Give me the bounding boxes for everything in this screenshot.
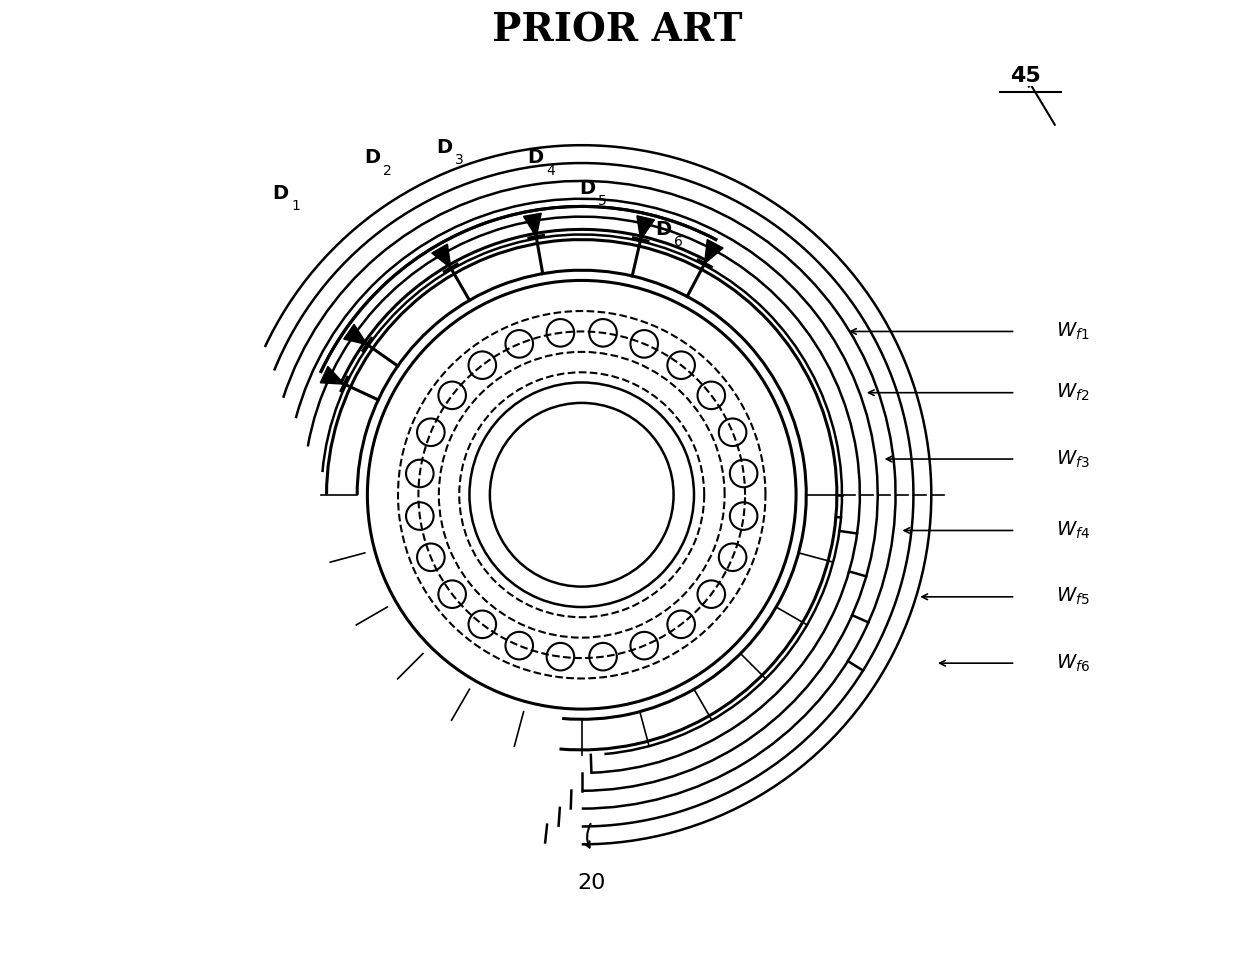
- Text: $W_{f1}$: $W_{f1}$: [1056, 321, 1090, 342]
- Text: $W_{f6}$: $W_{f6}$: [1056, 653, 1090, 674]
- Text: D: D: [436, 138, 453, 158]
- Text: D: D: [655, 220, 671, 239]
- Text: $W_{f4}$: $W_{f4}$: [1056, 520, 1090, 541]
- Text: $W_{f3}$: $W_{f3}$: [1056, 449, 1090, 470]
- Text: $W_{f5}$: $W_{f5}$: [1056, 586, 1090, 607]
- Polygon shape: [704, 239, 723, 263]
- Text: $W_{f2}$: $W_{f2}$: [1056, 382, 1090, 404]
- Text: D: D: [579, 179, 595, 198]
- Text: 1: 1: [291, 200, 300, 213]
- Polygon shape: [637, 216, 655, 239]
- Polygon shape: [432, 244, 451, 268]
- Text: D: D: [528, 148, 544, 167]
- Text: 2: 2: [383, 163, 392, 178]
- Text: 4: 4: [547, 163, 556, 178]
- Text: 5: 5: [598, 194, 606, 209]
- Text: 20: 20: [578, 873, 606, 893]
- Text: 45: 45: [1011, 66, 1042, 86]
- Text: PRIOR ART: PRIOR ART: [492, 12, 743, 49]
- Polygon shape: [343, 325, 367, 345]
- Polygon shape: [523, 213, 541, 237]
- Polygon shape: [320, 366, 345, 384]
- Text: 6: 6: [675, 235, 683, 249]
- Text: D: D: [365, 148, 381, 167]
- Text: 3: 3: [455, 154, 464, 167]
- Text: D: D: [273, 185, 289, 203]
